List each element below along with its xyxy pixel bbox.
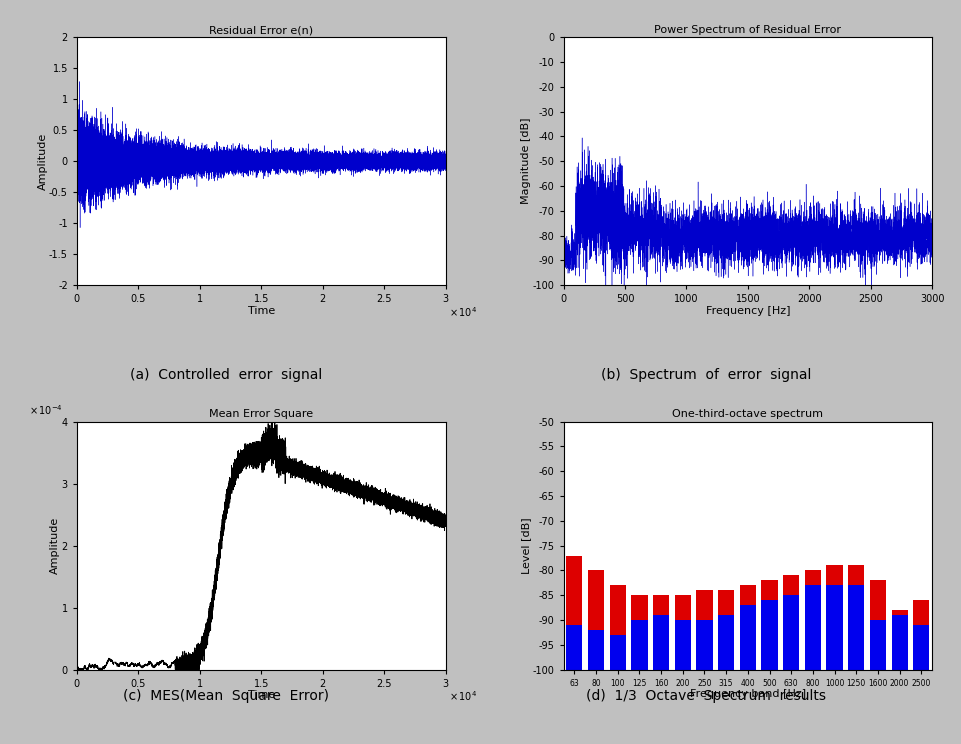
Y-axis label: Amplitude: Amplitude	[50, 517, 61, 574]
Bar	[892, 615, 908, 670]
Bar	[783, 595, 800, 670]
Text: (b)  Spectrum  of  error  signal: (b) Spectrum of error signal	[602, 368, 811, 382]
Bar	[609, 635, 626, 670]
Bar	[783, 575, 800, 595]
Y-axis label: Level [dB]: Level [dB]	[521, 517, 531, 574]
Text: (a)  Controlled  error  signal: (a) Controlled error signal	[130, 368, 322, 382]
Bar	[826, 565, 843, 586]
Bar	[566, 625, 582, 670]
Bar	[675, 620, 691, 670]
Bar	[718, 615, 734, 670]
Bar	[870, 580, 886, 620]
Text: (c)  MES(Mean  Square  Error): (c) MES(Mean Square Error)	[123, 689, 329, 703]
Bar	[849, 565, 864, 586]
Text: $\times\,10^4$: $\times\,10^4$	[449, 305, 478, 319]
Bar	[761, 580, 777, 600]
Text: $\times\,10^{-4}$: $\times\,10^{-4}$	[29, 403, 62, 417]
Y-axis label: Magnitude [dB]: Magnitude [dB]	[521, 118, 531, 205]
Y-axis label: Amplitude: Amplitude	[37, 132, 48, 190]
Bar	[653, 615, 669, 670]
Bar	[718, 590, 734, 615]
Text: $\times\,10^4$: $\times\,10^4$	[449, 690, 478, 703]
Bar	[849, 586, 864, 670]
Bar	[566, 556, 582, 625]
Bar	[653, 595, 669, 615]
Bar	[740, 605, 756, 670]
Bar	[740, 586, 756, 605]
Bar	[892, 610, 908, 615]
X-axis label: Time: Time	[248, 306, 275, 315]
Bar	[631, 620, 648, 670]
Bar	[761, 600, 777, 670]
Bar	[609, 586, 626, 635]
Bar	[804, 586, 821, 670]
Bar	[870, 620, 886, 670]
Bar	[913, 625, 929, 670]
X-axis label: Frequency band [Hz]: Frequency band [Hz]	[690, 689, 806, 699]
Text: (d)  1/3  Octave  Spectrum  results: (d) 1/3 Octave Spectrum results	[586, 689, 826, 703]
Title: Mean Error Square: Mean Error Square	[209, 409, 313, 420]
Bar	[675, 595, 691, 620]
Bar	[826, 586, 843, 670]
Title: Residual Error e(n): Residual Error e(n)	[209, 25, 313, 35]
Title: Power Spectrum of Residual Error: Power Spectrum of Residual Error	[654, 25, 841, 35]
Title: One-third-octave spectrum: One-third-octave spectrum	[673, 409, 824, 420]
Bar	[913, 600, 929, 625]
Bar	[588, 571, 604, 630]
Bar	[588, 630, 604, 670]
Bar	[631, 595, 648, 620]
Bar	[697, 620, 713, 670]
X-axis label: Frequency [Hz]: Frequency [Hz]	[705, 306, 790, 315]
Bar	[804, 571, 821, 586]
Bar	[697, 590, 713, 620]
X-axis label: Time: Time	[248, 690, 275, 700]
